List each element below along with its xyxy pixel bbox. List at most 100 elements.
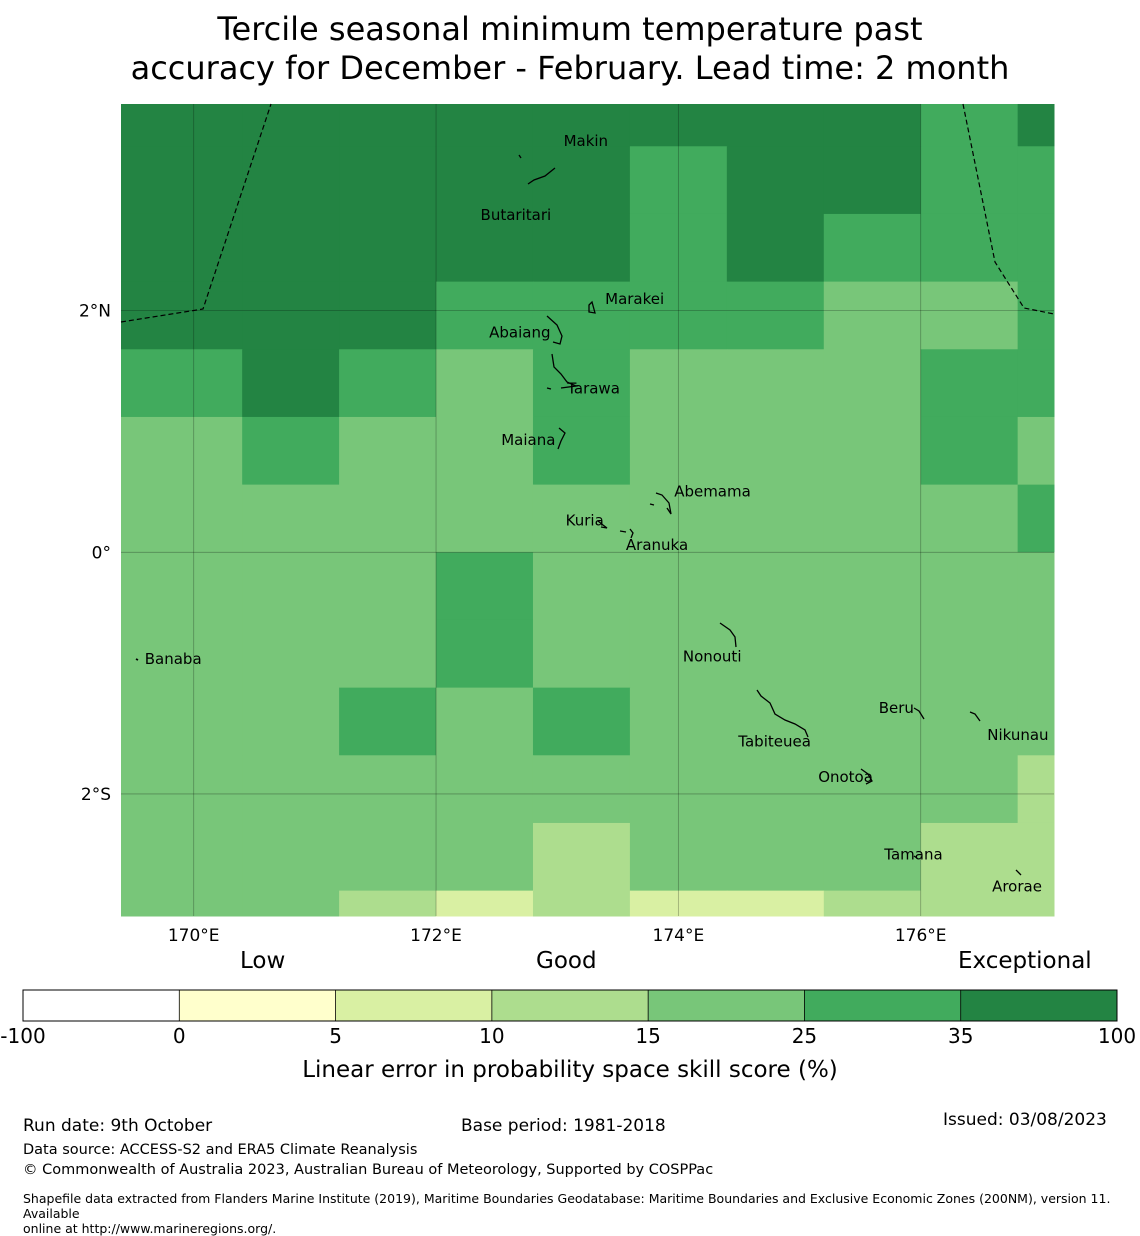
grid-cell [920, 822, 1019, 892]
grid-cell [823, 484, 922, 553]
colorbar-tick-label: 10 [479, 1024, 504, 1048]
grid-cell [920, 890, 1019, 917]
colorbar-tick-label: 15 [635, 1024, 660, 1048]
base-period: Base period: 1981-2018 [461, 1116, 666, 1136]
grid-cell [532, 213, 631, 283]
x-tick-label: 172°E [410, 926, 462, 946]
grid-cell [121, 213, 243, 283]
grid-cell [339, 146, 437, 215]
island-outlines [135, 154, 1022, 876]
grid-cell [629, 416, 728, 486]
grid-cell [726, 619, 825, 689]
grid-cell [121, 619, 243, 689]
title-line-1: Tercile seasonal minimum temperature pas… [217, 10, 923, 48]
grid-cell [532, 822, 631, 892]
data-source: Data source: ACCESS-S2 and ERA5 Climate … [23, 1142, 418, 1158]
grid-cell [920, 552, 1019, 621]
grid-cell [1017, 890, 1055, 917]
eez-boundary-east [962, 103, 1055, 315]
grid-cell [823, 687, 922, 756]
grid-cell [121, 281, 243, 350]
grid-cell [339, 104, 437, 147]
grid-cell [242, 687, 340, 756]
x-tick-label: 174°E [653, 926, 705, 946]
x-tick-label: 176°E [895, 926, 947, 946]
grid-cell [121, 890, 243, 917]
island-outline-tarawa [546, 353, 579, 390]
island-labels: Makin Butaritari Marakei Abaiang Tarawa Maian… [145, 132, 1049, 896]
colorbar-segment [960, 990, 1118, 1021]
grid-cell [1017, 755, 1055, 824]
axis-tick-labels: 170°E 172°E 174°E 176°E 2°N 0° 2°S [79, 302, 947, 946]
grid-cell [121, 416, 243, 486]
island-outline-nikunau [969, 711, 981, 722]
grid-cell [436, 484, 534, 553]
y-tick-label: 2°S [81, 785, 111, 805]
grid-cell [242, 619, 340, 689]
island-outline-tamana [913, 855, 918, 859]
grid-cell [436, 281, 534, 350]
grid-cell [726, 484, 825, 553]
colorbar-tick-label: 25 [792, 1024, 817, 1048]
island-outline-makin [518, 154, 522, 159]
grid-cell [726, 213, 825, 283]
grid-cell [726, 146, 825, 215]
grid-cell [242, 416, 340, 486]
grid-cell [920, 104, 1019, 147]
grid-cell [1017, 687, 1055, 756]
colorbar-segment [648, 990, 805, 1021]
grid-cell [920, 484, 1019, 553]
grid-cell [823, 552, 922, 621]
grid-cell [339, 281, 437, 350]
grid-cell [823, 619, 922, 689]
grid-cell [629, 484, 728, 553]
island-label: Onotoa [818, 768, 873, 786]
run-date: Run date: 9th October [23, 1116, 213, 1136]
grid-cell [823, 349, 922, 418]
island-label: Marakei [605, 290, 664, 308]
grid-cell [532, 146, 631, 215]
colorbar-axis-label: Linear error in probability space skill … [302, 1057, 838, 1083]
island-label: Kuria [566, 512, 604, 530]
y-tick-label: 2°N [79, 302, 111, 322]
island-outline-kuria [597, 520, 608, 529]
grid-cell [629, 281, 728, 350]
grid-cell [823, 822, 922, 892]
graticule [121, 104, 1054, 916]
eez-boundaries [120, 103, 1055, 323]
grid-cell [629, 552, 728, 621]
island-outline-banaba [135, 658, 139, 661]
grid-cell [436, 552, 534, 621]
grid-cell [436, 104, 534, 147]
grid-cell [339, 619, 437, 689]
grid-cell [920, 619, 1019, 689]
grid-cell [242, 104, 340, 147]
grid-cell [242, 890, 340, 917]
island-label: Aranuka [626, 536, 688, 554]
grid-cell [726, 104, 825, 147]
grid-cell [1017, 213, 1055, 283]
grid-cell [823, 890, 922, 917]
grid-cell [242, 146, 340, 215]
y-tick-label: 0° [92, 543, 111, 563]
grid-cell [532, 484, 631, 553]
island-outline-onotoa [860, 768, 873, 785]
grid-cell [242, 349, 340, 418]
grid-cell [339, 822, 437, 892]
grid-cell [920, 687, 1019, 756]
grid-cell [726, 890, 825, 917]
grid-cell [339, 687, 437, 756]
grid-cell [823, 146, 922, 215]
island-label: Banaba [145, 650, 202, 668]
grid-cell [629, 619, 728, 689]
grid-cell [339, 755, 437, 824]
grid-cell [339, 213, 437, 283]
grid-cell [242, 822, 340, 892]
grid-cell [121, 552, 243, 621]
grid-cell [823, 755, 922, 824]
grid-cell [1017, 552, 1055, 621]
grid-cell [121, 822, 243, 892]
grid-cell [242, 484, 340, 553]
grid-cell [532, 552, 631, 621]
